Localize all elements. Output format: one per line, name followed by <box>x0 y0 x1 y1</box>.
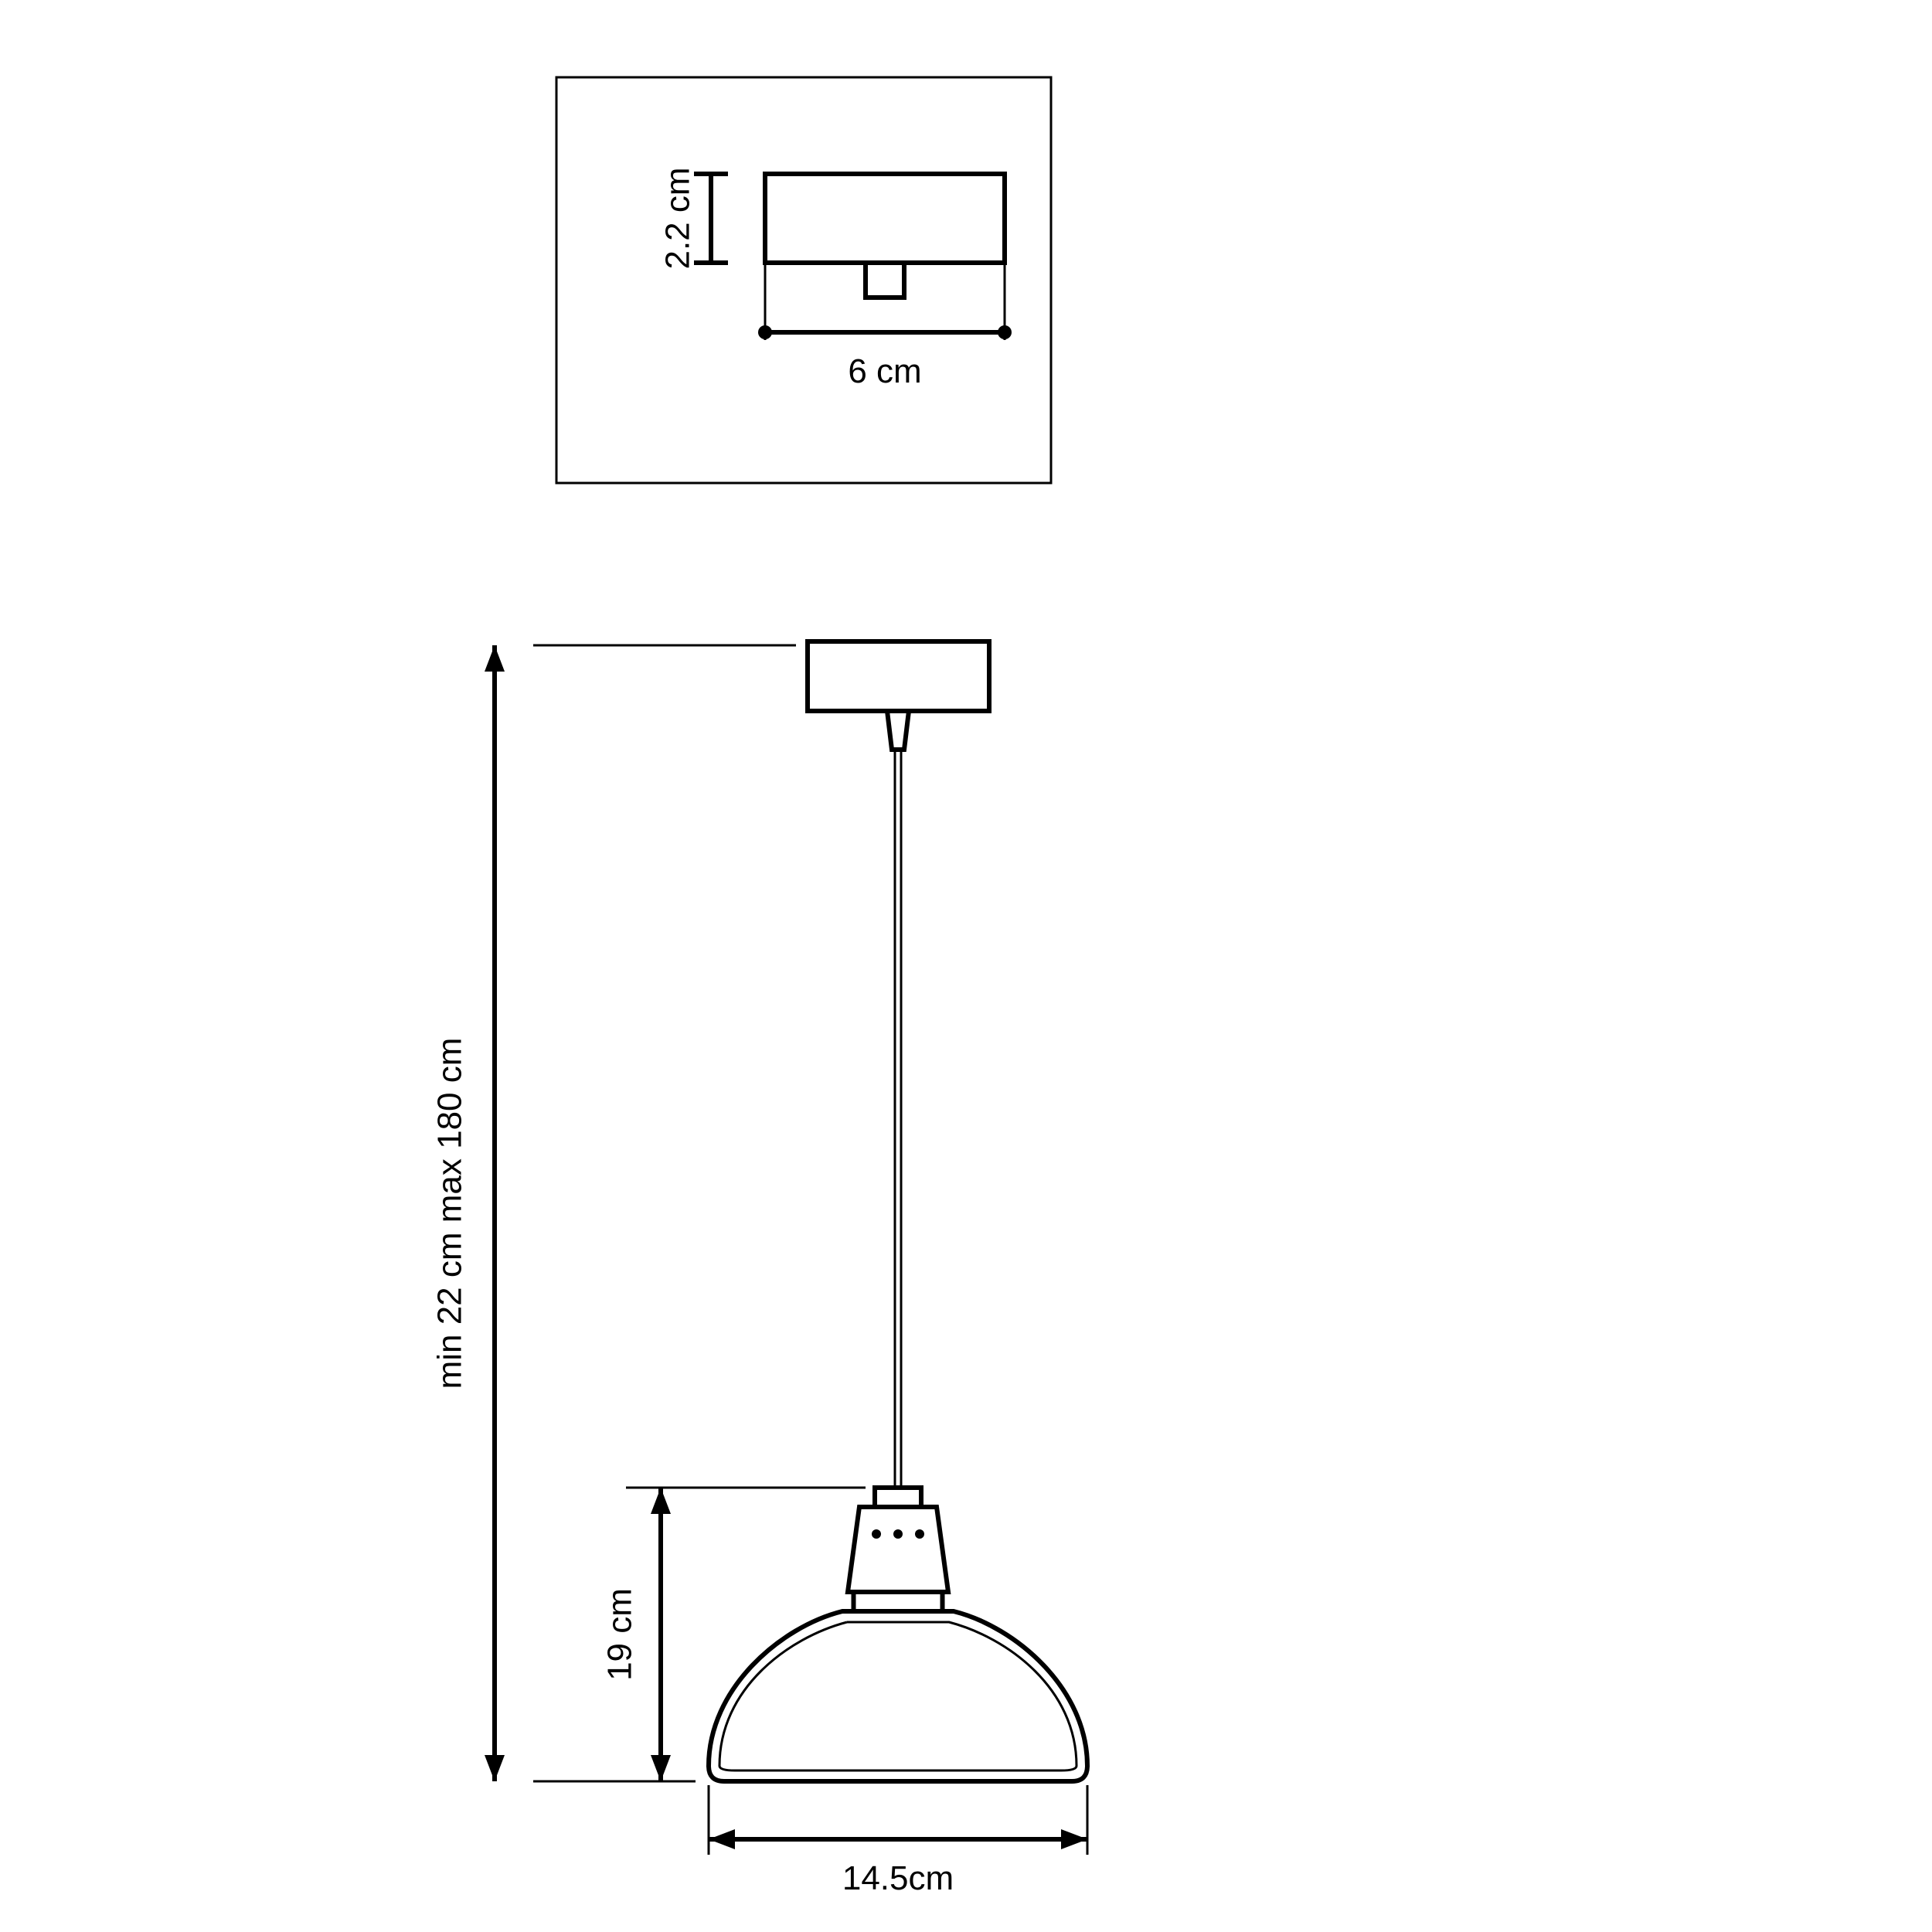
pendant-lamp-dimension-diagram: 2.2 cm 6 cm min 22 cm max 180 cm 19 cm 14.5c… <box>0 0 1932 1932</box>
svg-text:min 22 cm max 180 cm: min 22 cm max 180 cm <box>431 1038 469 1389</box>
svg-text:19 cm: 19 cm <box>601 1588 639 1681</box>
svg-text:6 cm: 6 cm <box>848 352 921 390</box>
svg-text:2.2 cm: 2.2 cm <box>659 167 697 269</box>
svg-text:14.5cm: 14.5cm <box>842 1859 954 1897</box>
